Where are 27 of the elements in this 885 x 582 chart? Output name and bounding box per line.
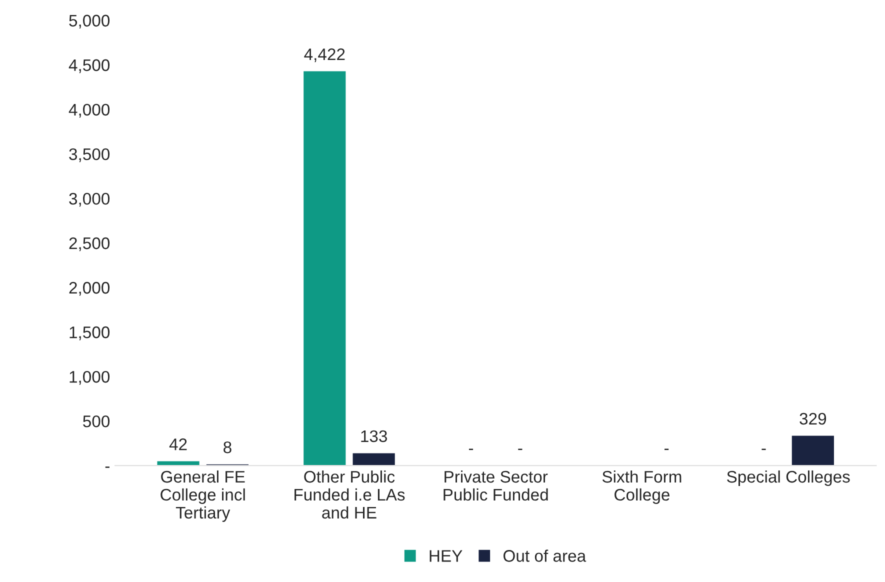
data-label: - bbox=[518, 448, 522, 450]
data-label: 329 bbox=[800, 412, 826, 425]
data-label: 4,422 bbox=[304, 48, 345, 62]
y-tick-label: 3,000 bbox=[69, 192, 110, 207]
data-label: - bbox=[468, 448, 474, 450]
y-tick-label: 4,500 bbox=[68, 59, 110, 74]
data-label: 42 bbox=[169, 438, 187, 450]
data-label: - bbox=[664, 448, 669, 450]
legend-label: Out of area bbox=[504, 550, 586, 562]
y-tick-label: 4,000 bbox=[68, 104, 110, 118]
y-tick-label: 500 bbox=[83, 415, 110, 428]
y-tick-label: 1,500 bbox=[70, 326, 110, 340]
x-tick-label: Other Public Funded i.e LAs and HE bbox=[294, 470, 405, 519]
data-label: 133 bbox=[361, 430, 387, 442]
x-tick-label: General FE College incl Tertiary bbox=[160, 470, 245, 522]
data-label: - bbox=[762, 448, 766, 450]
legend-label: HEY bbox=[430, 550, 462, 562]
y-tick-label: 3,500 bbox=[69, 148, 110, 162]
y-tick-label: 5,000 bbox=[69, 14, 110, 29]
y-tick-label: 2,000 bbox=[69, 282, 110, 296]
y-tick-label: 2,500 bbox=[69, 237, 110, 252]
x-tick-label: Sixth Form College bbox=[602, 470, 682, 504]
y-tick-label: 1,000 bbox=[70, 370, 110, 385]
y-tick-label: - bbox=[105, 466, 110, 468]
x-tick-label: Private Sector Public Funded bbox=[444, 470, 548, 501]
data-label: 8 bbox=[224, 441, 232, 454]
x-tick-label: Special Colleges bbox=[727, 470, 850, 486]
